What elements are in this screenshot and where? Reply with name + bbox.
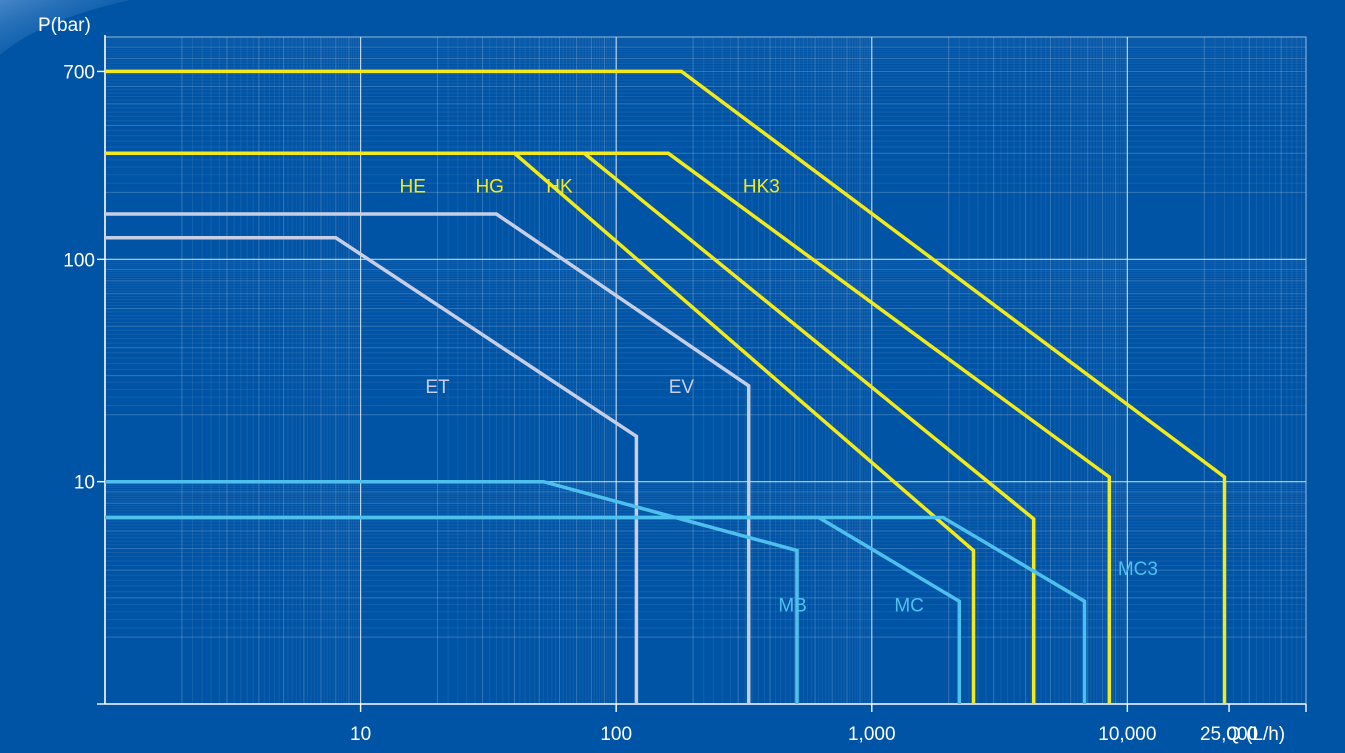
y-tick-label: 10: [74, 473, 95, 494]
series-line-hk3: [105, 69, 1227, 704]
y-tick-label: 100: [63, 250, 95, 271]
series-label-mc: MC: [894, 596, 924, 617]
axes: [97, 35, 1307, 712]
series-line-mc: [105, 515, 962, 704]
series-line-he: [105, 151, 976, 704]
series-label-hk3: HK3: [743, 176, 780, 197]
series-line-mb: [105, 479, 799, 704]
series-label-mb: MB: [778, 596, 807, 617]
series-label-mc3: MC3: [1118, 559, 1158, 580]
minor-grid: [105, 37, 1306, 704]
series-labels: HK3 HK HG HE EV ET MC3 MC MB: [400, 176, 1158, 616]
series-layer: [105, 69, 1227, 704]
tick-labels: 10 100 1,000 10,000 25,000 700 100 10: [63, 62, 1258, 745]
series-label-he: HE: [400, 176, 426, 197]
y-tick-label: 700: [63, 62, 95, 83]
x-tick-label: 10,000: [1098, 724, 1156, 745]
series-line-et: [105, 236, 639, 704]
series-label-ev: EV: [669, 377, 695, 398]
x-tick-label: 1,000: [848, 724, 896, 745]
series-label-et: ET: [425, 377, 450, 398]
x-tick-label: 100: [600, 724, 632, 745]
x-tick-label: 10: [350, 724, 371, 745]
corner-highlight: [0, 0, 130, 55]
y-axis-label: P(bar): [38, 15, 91, 36]
x-tick-label: 25,000: [1200, 724, 1258, 745]
series-label-hg: HG: [475, 176, 504, 197]
series-line-ev: [105, 212, 751, 704]
x-axis-label: Q (L/h): [1226, 724, 1285, 745]
series-label-hk: HK: [546, 176, 573, 197]
